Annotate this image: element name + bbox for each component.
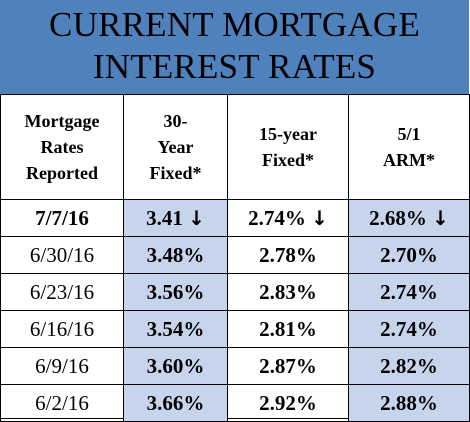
cell-15-year: 2.83%: [227, 273, 349, 311]
cell-date: 7/7/16: [0, 199, 124, 237]
title-line-2: INTEREST RATES: [92, 47, 377, 86]
cell-arm: 2.82%: [348, 347, 470, 385]
cell-date: 6/23/16: [0, 273, 124, 311]
table-row-latest: 7/7/16 3.41 ↓ 2.74% ↓ 2.68% ↓: [0, 199, 470, 237]
table-row: 6/23/16 3.56% 2.83% 2.74%: [0, 273, 470, 311]
header-date: Mortgage Rates Reported: [0, 94, 124, 200]
table-row: 6/16/16 3.54% 2.81% 2.74%: [0, 310, 470, 348]
cell-30-year: 3.56%: [123, 273, 228, 311]
cell-date: 6/16/16: [0, 310, 124, 348]
header-30-year: 30- Year Fixed*: [123, 94, 228, 200]
cell-date: 6/2/16: [0, 384, 124, 422]
cell-arm: 2.68% ↓: [348, 199, 470, 237]
cell-30-year: 3.48%: [123, 236, 228, 274]
cell-15-year: 2.78%: [227, 236, 349, 274]
cell-30-year: 3.54%: [123, 310, 228, 348]
title-line-1: CURRENT MORTGAGE: [49, 5, 420, 44]
cell-15-year: 2.81%: [227, 310, 349, 348]
header-15-year: 15-year Fixed*: [227, 94, 349, 200]
cell-arm: 2.74%: [348, 273, 470, 311]
rate-value: 2.74%: [248, 205, 306, 230]
down-arrow-icon: ↓: [188, 205, 205, 230]
rate-value: 2.68%: [369, 205, 427, 230]
cell-15-year: 2.74% ↓: [227, 199, 349, 237]
table-header-row: Mortgage Rates Reported 30- Year Fixed* …: [0, 94, 470, 200]
cell-30-year: 3.66%: [123, 384, 228, 422]
cell-date: 6/9/16: [0, 347, 124, 385]
cell-date: 6/30/16: [0, 236, 124, 274]
rate-value: 3.41: [146, 205, 183, 230]
cell-arm: 2.74%: [348, 310, 470, 348]
cell-arm: 2.70%: [348, 236, 470, 274]
down-arrow-icon: ↓: [311, 205, 328, 230]
page-title: CURRENT MORTGAGE INTEREST RATES: [0, 0, 469, 95]
table-row: 6/9/16 3.60% 2.87% 2.82%: [0, 347, 470, 385]
header-arm: 5/1 ARM*: [348, 94, 470, 200]
rates-table: Mortgage Rates Reported 30- Year Fixed* …: [0, 94, 470, 422]
table-row: 6/2/16 3.66% 2.92% 2.88%: [0, 384, 470, 422]
cell-arm: 2.88%: [348, 384, 470, 422]
cell-15-year: 2.87%: [227, 347, 349, 385]
table-row: 6/30/16 3.48% 2.78% 2.70%: [0, 236, 470, 274]
down-arrow-icon: ↓: [432, 205, 449, 230]
cell-30-year: 3.41 ↓: [123, 199, 228, 237]
cell-30-year: 3.60%: [123, 347, 228, 385]
cell-15-year: 2.92%: [227, 384, 349, 422]
